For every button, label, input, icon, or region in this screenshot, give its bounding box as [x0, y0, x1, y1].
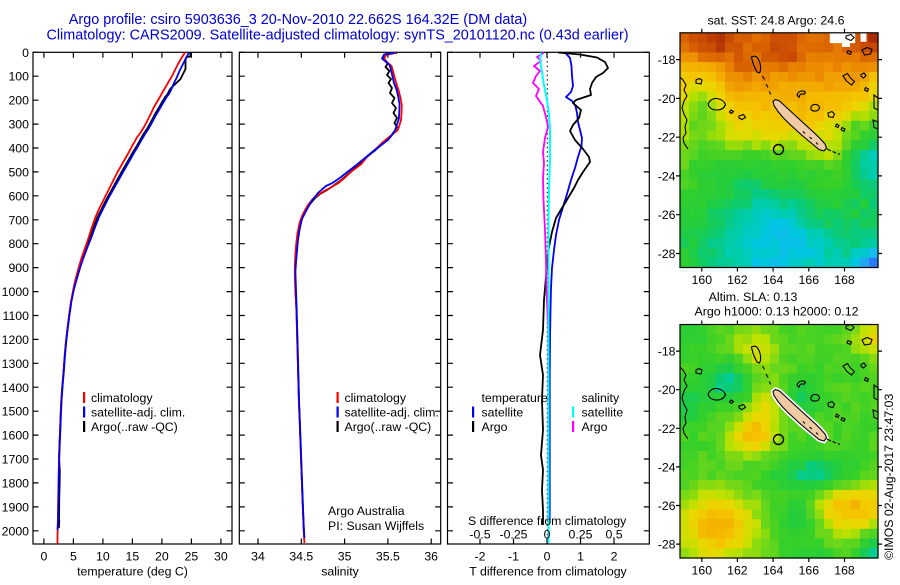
svg-text:-22: -22: [658, 131, 676, 145]
svg-text:Argo profile: csiro 5903636_3: Argo profile: csiro 5903636_3 20-Nov-201…: [69, 12, 527, 28]
svg-text:160: 160: [692, 273, 713, 287]
svg-text:satellite-adj. clim.: satellite-adj. clim.: [91, 406, 185, 420]
svg-text:1200: 1200: [2, 333, 30, 347]
svg-text:0.25: 0.25: [569, 528, 593, 542]
svg-text:600: 600: [8, 189, 29, 203]
svg-text:162: 162: [727, 273, 748, 287]
svg-text:36: 36: [424, 550, 438, 564]
svg-text:-28: -28: [658, 247, 676, 261]
svg-text:0: 0: [544, 528, 551, 542]
svg-text:35.5: 35.5: [376, 550, 400, 564]
svg-text:S difference from climatology: S difference from climatology: [468, 514, 627, 528]
svg-text:35: 35: [338, 550, 352, 564]
svg-text:Argo Australia: Argo Australia: [328, 504, 405, 518]
svg-text:30: 30: [214, 550, 228, 564]
svg-text:0: 0: [40, 550, 47, 564]
svg-text:500: 500: [8, 165, 29, 179]
svg-text:-20: -20: [658, 383, 676, 397]
svg-text:2000: 2000: [2, 524, 30, 538]
svg-text:1800: 1800: [2, 476, 30, 490]
svg-text:0.5: 0.5: [605, 528, 622, 542]
svg-text:1300: 1300: [2, 357, 30, 371]
svg-text:-20: -20: [658, 92, 676, 106]
svg-text:164: 164: [763, 564, 784, 578]
svg-text:100: 100: [8, 70, 29, 84]
svg-text:PI: Susan Wijffels: PI: Susan Wijffels: [328, 519, 424, 533]
svg-text:-24: -24: [658, 460, 676, 474]
svg-text:1600: 1600: [2, 429, 30, 443]
svg-text:34.5: 34.5: [289, 550, 313, 564]
svg-text:-24: -24: [658, 169, 676, 183]
svg-text:2: 2: [611, 550, 618, 564]
svg-text:34: 34: [251, 550, 265, 564]
svg-text:salinity: salinity: [582, 391, 620, 405]
svg-text:Altim. SLA: 0.13: Altim. SLA: 0.13: [709, 290, 798, 304]
svg-text:temperature (deg C): temperature (deg C): [77, 565, 188, 579]
svg-text:satellite: satellite: [582, 406, 624, 420]
svg-text:5: 5: [70, 550, 77, 564]
svg-text:700: 700: [8, 213, 29, 227]
svg-text:-28: -28: [658, 538, 676, 552]
svg-text:climatology: climatology: [91, 391, 153, 405]
svg-text:168: 168: [834, 564, 855, 578]
svg-text:-26: -26: [658, 499, 676, 513]
svg-text:-18: -18: [658, 53, 676, 67]
svg-text:T difference from climatology: T difference from climatology: [469, 565, 627, 579]
svg-text:1400: 1400: [2, 381, 30, 395]
svg-text:20: 20: [155, 550, 169, 564]
svg-text:Climatology: CARS2009. Satelli: Climatology: CARS2009. Satellite-adjuste…: [46, 27, 628, 43]
svg-text:164: 164: [763, 273, 784, 287]
svg-text:satellite-adj. clim.: satellite-adj. clim.: [345, 406, 439, 420]
svg-text:25: 25: [185, 550, 199, 564]
svg-text:satellite: satellite: [482, 406, 524, 420]
svg-text:temperature: temperature: [482, 391, 548, 405]
svg-text:-1: -1: [508, 550, 519, 564]
svg-text:200: 200: [8, 94, 29, 108]
svg-text:1700: 1700: [2, 453, 30, 467]
svg-text:162: 162: [727, 564, 748, 578]
svg-text:sat. SST: 24.8 Argo: 24.6: sat. SST: 24.8 Argo: 24.6: [707, 14, 844, 28]
svg-text:-0.5: -0.5: [469, 528, 490, 542]
svg-text:1500: 1500: [2, 405, 30, 419]
svg-text:1900: 1900: [2, 500, 30, 514]
svg-text:Argo(..raw -QC): Argo(..raw -QC): [345, 420, 432, 434]
svg-text:0: 0: [544, 550, 551, 564]
svg-text:Argo: Argo: [582, 420, 608, 434]
svg-text:800: 800: [8, 237, 29, 251]
svg-text:climatology: climatology: [345, 391, 407, 405]
svg-text:-22: -22: [658, 422, 676, 436]
svg-text:900: 900: [8, 261, 29, 275]
svg-text:10: 10: [96, 550, 110, 564]
svg-text:0: 0: [22, 46, 29, 60]
svg-text:-2: -2: [475, 550, 486, 564]
svg-text:15: 15: [126, 550, 140, 564]
svg-text:-18: -18: [658, 345, 676, 359]
svg-text:1000: 1000: [2, 285, 30, 299]
svg-text:-26: -26: [658, 208, 676, 222]
svg-text:300: 300: [8, 118, 29, 132]
svg-text:1100: 1100: [3, 309, 30, 323]
svg-text:160: 160: [692, 564, 713, 578]
svg-text:salinity: salinity: [321, 565, 359, 579]
svg-text:400: 400: [8, 142, 29, 156]
svg-text:Argo h1000: 0.13 h2000: 0.12: Argo h1000: 0.13 h2000: 0.12: [695, 304, 859, 318]
svg-text:1: 1: [577, 550, 584, 564]
svg-text:©IMOS 02-Aug-2017 23:47:03: ©IMOS 02-Aug-2017 23:47:03: [882, 394, 896, 560]
svg-text:Argo(..raw -QC): Argo(..raw -QC): [91, 420, 178, 434]
svg-text:166: 166: [799, 564, 820, 578]
svg-text:-0.25: -0.25: [499, 528, 527, 542]
svg-text:Argo: Argo: [482, 420, 508, 434]
svg-text:166: 166: [799, 273, 820, 287]
svg-text:168: 168: [834, 273, 855, 287]
